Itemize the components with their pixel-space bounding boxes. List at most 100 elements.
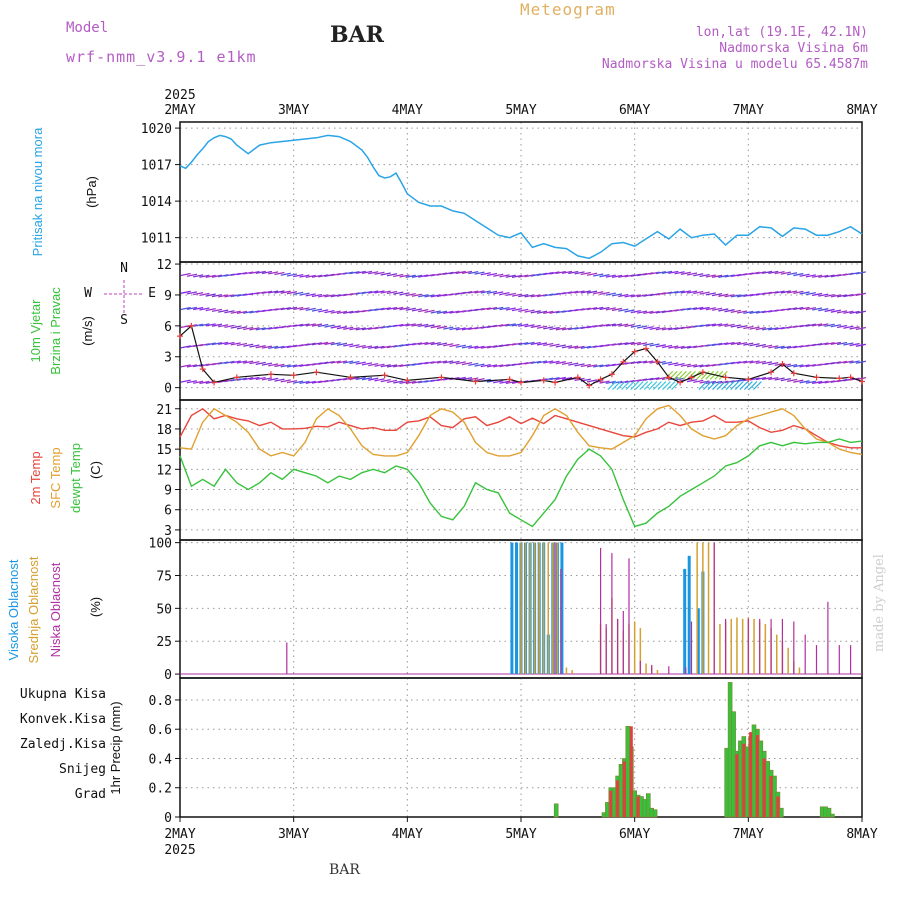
wind-arrow xyxy=(680,363,691,367)
wind-arrow xyxy=(568,270,579,275)
wind-arrow xyxy=(849,360,860,364)
label-cloud-mid: Srednja Oblacnost xyxy=(26,556,41,663)
cloud-bar-1 xyxy=(529,542,531,674)
footer-title: BAR xyxy=(329,862,360,878)
wind-arrow xyxy=(486,306,498,311)
wind-arrow xyxy=(518,293,529,298)
cloud-bar-1 xyxy=(798,667,801,675)
wind-speed-marker xyxy=(745,376,752,383)
wind-arrow xyxy=(655,310,666,314)
wind-arrow xyxy=(411,308,423,312)
wind-arrow xyxy=(843,342,854,346)
wind-arrow xyxy=(599,291,610,296)
unit-cloud: (%) xyxy=(88,597,103,617)
wind-arrow xyxy=(549,326,560,331)
wind-arrow xyxy=(530,310,541,314)
y-tick-label: 1017 xyxy=(141,159,172,174)
cloud-bar-0 xyxy=(683,568,687,674)
wind-arrow xyxy=(530,360,541,365)
cloud-bar-1 xyxy=(776,634,778,674)
wind-arrow xyxy=(768,362,779,366)
wind-arrow xyxy=(311,380,323,384)
y-tick-label: 15 xyxy=(156,443,172,458)
wind-arrow xyxy=(536,342,548,346)
precip-bar-1 xyxy=(776,796,780,817)
compass-n: N xyxy=(120,261,128,276)
wind-arrow xyxy=(736,342,748,346)
label-wind-2: Brzina i Pravac xyxy=(48,287,63,375)
wind-arrow-low xyxy=(652,381,662,391)
wind-arrow xyxy=(818,308,829,312)
wind-arrow xyxy=(399,292,410,296)
wind-speed-marker xyxy=(677,379,684,386)
wind-arrow xyxy=(418,323,429,327)
wind-arrow xyxy=(461,376,473,381)
wind-arrow xyxy=(843,360,854,364)
wind-arrow xyxy=(311,308,323,312)
label-temp-sfc: SFC Temp xyxy=(48,447,63,508)
wind-arrow xyxy=(686,290,698,294)
wind-arrow xyxy=(524,361,535,365)
wind-arrow xyxy=(836,310,848,314)
wind-arrow xyxy=(618,293,629,298)
wind-speed-marker xyxy=(779,360,786,367)
wind-arrow xyxy=(236,342,248,347)
wind-arrow xyxy=(449,310,460,314)
wind-speed-marker xyxy=(552,379,559,386)
cloud-bar-1 xyxy=(524,542,527,674)
cloud-bar-2 xyxy=(759,618,761,675)
wind-arrow xyxy=(705,292,716,296)
wind-arrow xyxy=(318,341,329,346)
wind-arrow xyxy=(580,345,591,349)
label-precip-0: Ukupna Kisa xyxy=(20,687,106,702)
wind-arrow xyxy=(511,274,523,278)
cloud-bar-2 xyxy=(838,645,840,674)
wind-arrow xyxy=(455,327,466,331)
wind-arrow xyxy=(486,272,498,277)
wind-arrow xyxy=(693,364,704,368)
wind-speed-marker xyxy=(438,374,445,381)
wind-arrow xyxy=(336,326,348,330)
wind-arrow xyxy=(605,323,616,327)
wind-arrow xyxy=(468,345,479,349)
wind-arrow xyxy=(293,306,304,311)
wind-arrow xyxy=(699,273,710,278)
wind-speed-marker xyxy=(722,374,729,381)
wind-arrow xyxy=(180,306,191,311)
wind-arrow xyxy=(430,294,441,298)
y-tick-label: 50 xyxy=(156,602,172,617)
cloud-bar-2 xyxy=(605,624,607,674)
wind-arrow xyxy=(674,345,685,350)
precip-bar-0 xyxy=(826,807,832,818)
wind-arrow xyxy=(774,270,785,275)
y-tick-label: 9 xyxy=(164,289,172,304)
wind-arrow xyxy=(580,290,591,294)
wind-arrow xyxy=(193,323,204,327)
wind-arrow xyxy=(593,273,604,277)
wind-arrow xyxy=(818,293,829,297)
wind-arrow xyxy=(574,377,585,382)
wind-arrow xyxy=(280,379,291,383)
wind-arrow xyxy=(799,306,810,311)
wind-arrow xyxy=(393,364,404,368)
wind-arrow xyxy=(611,323,623,327)
y-tick-label: 0 xyxy=(164,811,172,826)
wind-arrow xyxy=(736,325,748,329)
wind-arrow xyxy=(843,325,854,329)
wind-arrow xyxy=(274,290,285,294)
wind-arrow xyxy=(743,310,754,314)
wind-arrow xyxy=(711,274,723,278)
y-tick-label: 3 xyxy=(164,524,172,539)
wind-arrow xyxy=(249,270,260,275)
wind-arrow xyxy=(499,323,510,327)
wind-arrow xyxy=(505,380,516,385)
wind-speed-marker xyxy=(586,382,593,389)
wind-arrow xyxy=(786,345,798,349)
wind-arrow xyxy=(261,270,273,275)
wind-arrow xyxy=(543,310,554,315)
wind-arrow xyxy=(299,274,310,278)
wind-arrow xyxy=(705,323,716,327)
precip-bar-1 xyxy=(636,796,640,817)
wind-arrow xyxy=(630,309,641,314)
wind-arrow-low xyxy=(616,381,626,391)
